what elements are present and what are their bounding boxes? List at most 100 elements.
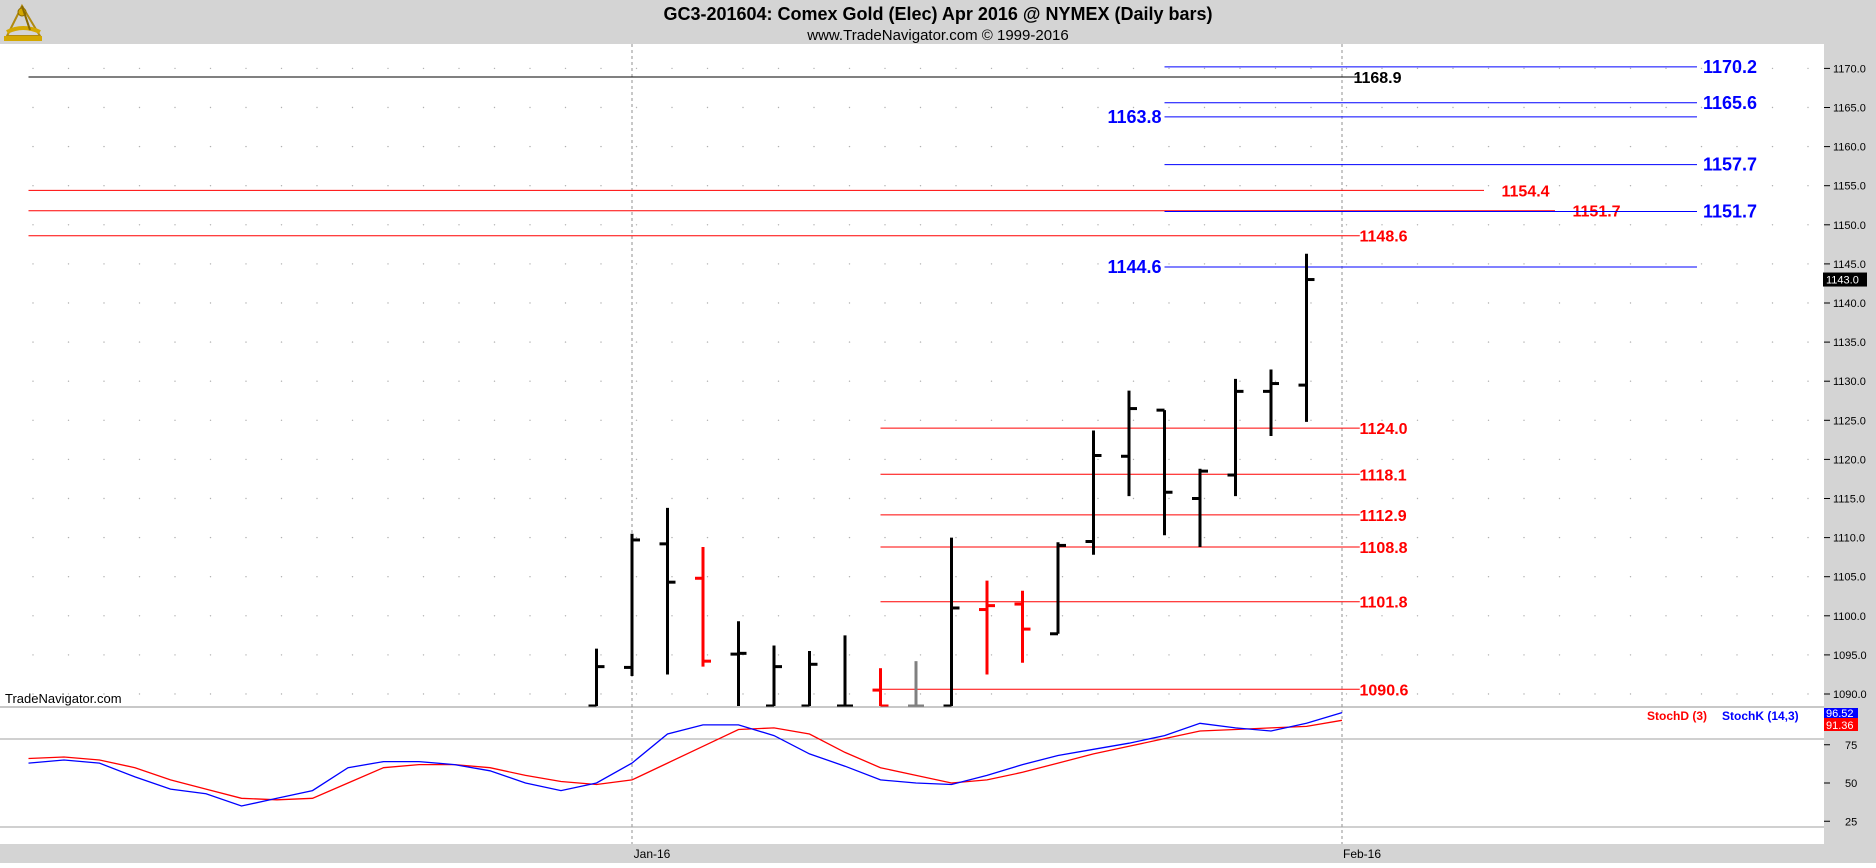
grid-dot: [1132, 263, 1135, 265]
grid-dot: [955, 419, 957, 421]
grid-dot: [884, 224, 886, 226]
grid-dot: [529, 536, 531, 539]
grid-dot: [138, 67, 141, 70]
ohlc-bar: [1192, 468, 1208, 547]
grid-dot: [1700, 224, 1703, 226]
stoch-d-readout-box: [1824, 718, 1858, 731]
grid-dot: [990, 419, 993, 421]
grid-dot: [245, 224, 247, 226]
grid-dot: [174, 536, 176, 539]
grid-dot: [493, 106, 496, 109]
grid-dot: [955, 341, 957, 343]
grid-dot: [1558, 67, 1561, 70]
grid-dot: [1594, 615, 1596, 617]
grid-dot: [1274, 576, 1277, 578]
grid-dot: [209, 224, 212, 226]
grid-dot: [245, 615, 247, 617]
grid-dot: [884, 615, 886, 617]
grid-dot: [777, 654, 780, 656]
grid-dot: [1026, 106, 1028, 109]
grid-dot: [848, 341, 851, 343]
grid-dot: [245, 536, 247, 539]
grid-dot: [706, 106, 709, 109]
grid-dot: [103, 693, 105, 695]
grid-dot: [493, 185, 496, 187]
grid-dot: [635, 419, 638, 421]
grid-dot: [1736, 693, 1738, 695]
grid-dot: [635, 224, 638, 226]
grid-dot: [209, 654, 212, 656]
grid-dot: [671, 341, 673, 343]
grid-dot: [706, 263, 709, 265]
grid-dot: [422, 654, 425, 656]
grid-dot: [1274, 654, 1277, 656]
grid-dot: [600, 419, 602, 421]
grid-dot: [884, 67, 886, 70]
grid-dot: [1771, 263, 1774, 265]
grid-dot: [635, 458, 638, 461]
grid-dot: [67, 145, 70, 148]
grid-dot: [1558, 106, 1561, 109]
grid-dot: [1132, 185, 1135, 187]
grid-dot: [777, 419, 780, 421]
grid-dot: [1061, 693, 1064, 695]
grid-dot: [1310, 654, 1312, 656]
grid-dot: [1132, 67, 1135, 70]
grid-dot: [174, 458, 176, 461]
grid-dot: [777, 145, 780, 148]
grid-dot: [316, 302, 318, 304]
grid-dot: [990, 380, 993, 382]
grid-dot: [1771, 654, 1774, 656]
ohlc-bar: [659, 507, 676, 675]
grid-dot: [209, 263, 212, 265]
grid-dot: [848, 536, 851, 539]
grid-dot: [1345, 380, 1348, 382]
grid-dot: [600, 67, 602, 70]
grid-dot: [848, 693, 851, 695]
grid-dot: [884, 145, 886, 148]
grid-dot: [1239, 576, 1241, 578]
grid-dot: [635, 341, 638, 343]
grid-dot: [742, 224, 744, 226]
grid-dot: [1203, 693, 1206, 695]
grid-dot: [990, 341, 993, 343]
grid-dot: [209, 693, 212, 695]
grid-dot: [1665, 263, 1667, 265]
grid-dot: [635, 693, 638, 695]
grid-dot: [671, 458, 673, 461]
grid-dot: [316, 67, 318, 70]
grid-dot: [848, 615, 851, 617]
grid-dot: [1203, 302, 1206, 304]
grid-dot: [1736, 145, 1738, 148]
grid-dot: [1097, 536, 1099, 539]
grid-dot: [635, 106, 638, 109]
grid-dot: [1416, 302, 1419, 304]
grid-dot: [1629, 185, 1632, 187]
grid-dot: [1239, 615, 1241, 617]
grid-dot: [387, 654, 389, 656]
ohlc-bar: [588, 648, 605, 708]
grid-dot: [919, 458, 922, 461]
grid-dot: [209, 302, 212, 304]
grid-dot: [1097, 302, 1099, 304]
grid-dot: [351, 693, 354, 695]
grid-dot: [706, 67, 709, 70]
grid-dot: [1381, 302, 1383, 304]
grid-dot: [671, 380, 673, 382]
grid-dot: [1239, 654, 1241, 656]
grid-dot: [103, 224, 105, 226]
grid-dot: [1061, 263, 1064, 265]
grid-dot: [635, 615, 638, 617]
grid-dot: [245, 145, 247, 148]
grid-dot: [1274, 263, 1277, 265]
grid-dot: [1523, 693, 1525, 695]
grid-dot: [813, 536, 815, 539]
grid-dot: [422, 458, 425, 461]
grid-dot: [174, 693, 176, 695]
grid-dot: [671, 67, 673, 70]
grid-dot: [1381, 185, 1383, 187]
grid-dot: [1381, 341, 1383, 343]
level-label-black: 1168.9: [1353, 70, 1401, 87]
grid-dot: [1665, 67, 1667, 70]
grid-dot: [919, 380, 922, 382]
